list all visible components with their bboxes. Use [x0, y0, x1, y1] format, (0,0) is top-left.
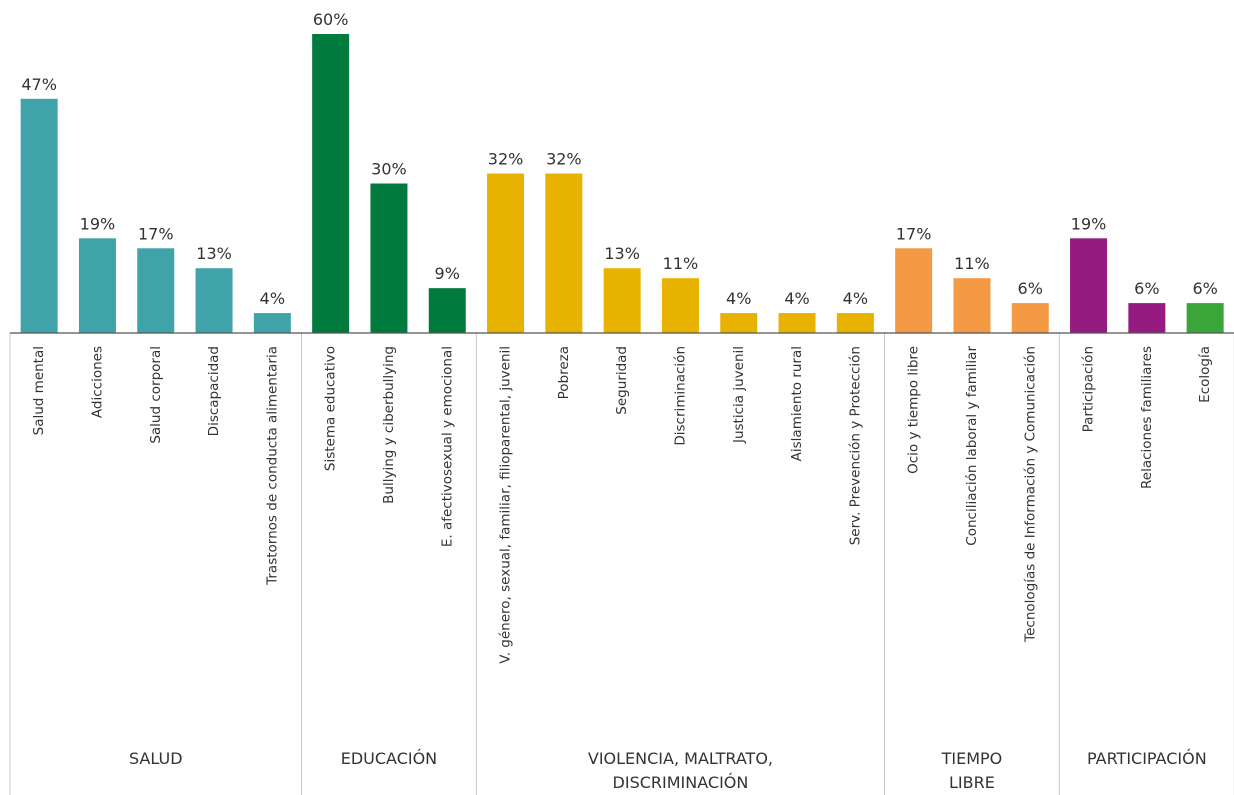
- category-label: Relaciones familiares: [1139, 346, 1155, 489]
- bar: [953, 278, 991, 333]
- bar: [370, 183, 408, 333]
- category-label: Ecología: [1197, 346, 1213, 403]
- bar: [137, 248, 175, 333]
- category-label: Salud corporal: [148, 346, 164, 444]
- category-label: Sistema educativo: [323, 346, 339, 471]
- bar: [1186, 303, 1224, 333]
- category-label: E. afectivosexual y emocional: [439, 346, 455, 547]
- value-label: 9%: [435, 264, 460, 283]
- value-label: 4%: [260, 289, 285, 308]
- bar: [20, 98, 58, 334]
- category-label: Ocio y tiempo libre: [906, 346, 922, 474]
- category-label: Discapacidad: [206, 346, 222, 436]
- bar: [487, 173, 525, 333]
- value-label: 19%: [80, 214, 116, 233]
- category-label: Serv. Prevención y Protección: [847, 346, 863, 545]
- value-label: 17%: [138, 224, 174, 243]
- value-label: 6%: [1192, 279, 1217, 298]
- category-label: Pobreza: [556, 346, 572, 399]
- bar: [253, 313, 291, 333]
- value-label: 4%: [843, 289, 868, 308]
- group-label: TIEMPO: [941, 749, 1003, 768]
- category-label: Aislamiento rural: [789, 346, 805, 461]
- bar: [603, 268, 641, 333]
- bar: [661, 278, 699, 333]
- category-label: Conciliación laboral y familiar: [964, 346, 980, 546]
- value-label: 13%: [604, 244, 640, 263]
- value-label: 4%: [726, 289, 751, 308]
- category-label: Participación: [1081, 346, 1097, 432]
- value-label: 6%: [1134, 279, 1159, 298]
- category-label: V. género, sexual, familiar, filioparent…: [498, 346, 514, 664]
- group-label: DISCRIMINACIÓN: [613, 773, 749, 792]
- category-label: Justicia juvenil: [731, 346, 747, 444]
- bar: [836, 313, 874, 333]
- bar: [1128, 303, 1166, 333]
- bar: [720, 313, 758, 333]
- category-label: Adicciones: [89, 346, 105, 418]
- value-label: 60%: [313, 10, 349, 29]
- value-label: 47%: [21, 75, 57, 94]
- category-label: Bullying y ciberbullying: [381, 346, 397, 504]
- value-label: 6%: [1018, 279, 1043, 298]
- value-label: 32%: [546, 150, 582, 169]
- group-label: SALUD: [129, 749, 183, 768]
- bar: [312, 34, 350, 333]
- bar: [1070, 238, 1108, 333]
- bar: [78, 238, 116, 333]
- bar: [428, 288, 466, 333]
- value-label: 11%: [954, 254, 990, 273]
- group-label: PARTICIPACIÓN: [1087, 749, 1207, 768]
- value-label: 30%: [371, 160, 407, 179]
- category-label: Salud mental: [31, 346, 47, 435]
- category-label: Tecnologías de Información y Comunicació…: [1022, 346, 1038, 643]
- bar: [1011, 303, 1049, 333]
- bar: [778, 313, 816, 333]
- bar: [195, 268, 233, 333]
- category-label: Seguridad: [614, 346, 630, 415]
- bar: [545, 173, 583, 333]
- group-label: LIBRE: [949, 773, 995, 792]
- value-label: 4%: [784, 289, 809, 308]
- value-label: 32%: [488, 150, 524, 169]
- category-label: Trastornos de conducta alimentaria: [264, 346, 280, 586]
- value-label: 11%: [663, 254, 699, 273]
- value-label: 13%: [196, 244, 232, 263]
- value-label: 19%: [1071, 214, 1107, 233]
- group-label: EDUCACIÓN: [341, 749, 437, 768]
- group-label: VIOLENCIA, MALTRATO,: [588, 749, 773, 768]
- category-label: Discriminación: [672, 346, 688, 446]
- value-label: 17%: [896, 224, 932, 243]
- bar: [895, 248, 933, 333]
